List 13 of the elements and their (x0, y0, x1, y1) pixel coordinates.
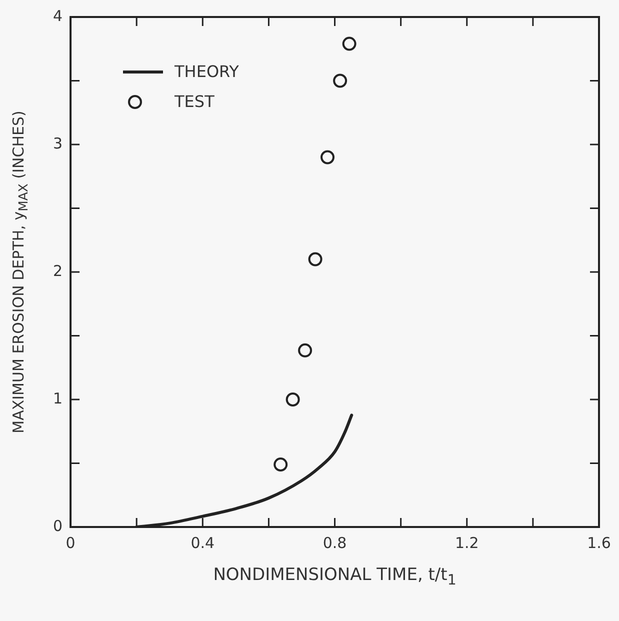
y-tick-label: 3 (52, 134, 63, 152)
x-tick-label: 0 (66, 534, 76, 552)
x-axis-title: NONDIMENSIONAL TIME, t/t$_{1}$ (212, 565, 458, 588)
x-tick-label: 0.8 (322, 534, 347, 552)
x-tick-label: 0.4 (190, 534, 215, 552)
x-tick-label: 1.6 (587, 534, 611, 552)
y-tick-label: 2 (52, 262, 63, 280)
legend-label: THEORY (174, 61, 239, 83)
y-tick-label: 1 (52, 389, 63, 408)
legend-label: TEST (174, 91, 214, 113)
y-tick-label: 4 (52, 6, 63, 25)
x-tick-label: 1.2 (454, 534, 479, 552)
y-tick-label: 0 (52, 516, 63, 535)
